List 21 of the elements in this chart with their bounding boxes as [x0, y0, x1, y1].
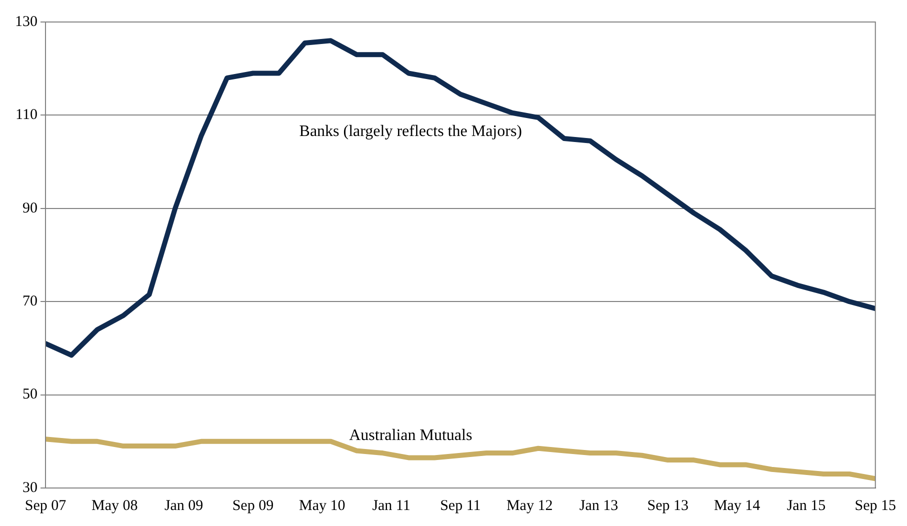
- x-tick-label: May 14: [714, 498, 761, 514]
- y-tick-label: 30: [22, 480, 38, 496]
- x-tick-label: Jan 15: [786, 498, 826, 514]
- x-tick-label: May 08: [92, 498, 138, 514]
- y-tick-label: 50: [22, 386, 38, 403]
- x-tick-label: Jan 13: [579, 498, 618, 514]
- x-tick-label: Sep 11: [440, 498, 481, 514]
- y-tick-label: 130: [15, 14, 38, 30]
- x-tick-label: Jan 11: [372, 498, 410, 514]
- x-tick-label: May 12: [506, 498, 553, 514]
- x-tick-label: Sep 07: [24, 498, 67, 514]
- x-tick-label: May 10: [299, 498, 346, 514]
- series-label: Australian Mutuals: [349, 426, 472, 444]
- y-tick-label: 70: [22, 294, 38, 310]
- x-tick-label: Jan 09: [164, 498, 204, 514]
- x-tick-label: Sep 09: [232, 498, 274, 514]
- x-tick-label: Sep 15: [854, 498, 896, 514]
- y-tick-label: 110: [16, 107, 38, 124]
- series-label: Banks (largely reflects the Majors): [299, 122, 522, 140]
- y-tick-label: 90: [22, 200, 38, 216]
- x-tick-label: Sep 13: [647, 498, 689, 514]
